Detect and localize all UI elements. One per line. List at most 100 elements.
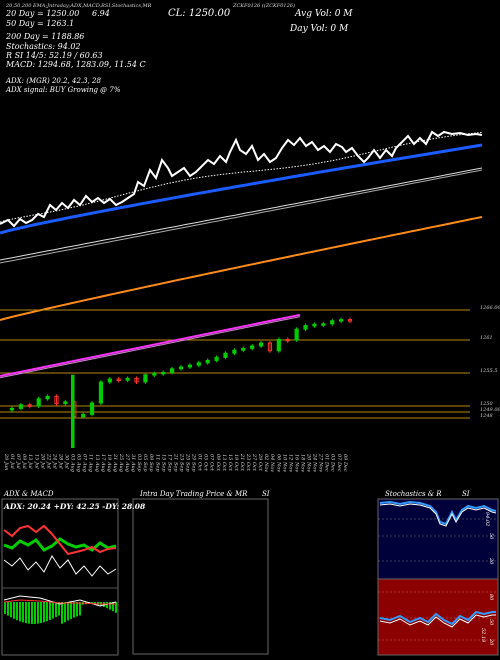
date-label: 25 Aug — [118, 453, 124, 472]
date-label: 19 Aug — [106, 454, 112, 472]
date-label: 01 Dec — [324, 454, 330, 472]
level-label: 1266.00 — [480, 305, 500, 311]
macd-hist-bar — [25, 602, 27, 624]
candle-body — [321, 323, 326, 326]
panel-tick-label: 50 — [488, 533, 494, 540]
level-label: 1250 — [480, 401, 494, 407]
date-label: 12 Nov — [287, 454, 293, 472]
date-label: 02 Nov — [263, 454, 269, 472]
candle-body — [27, 404, 32, 407]
date-label: 04 Nov — [269, 454, 275, 472]
date-label: 29 Sep — [191, 453, 197, 472]
date-label: 15 Sep — [160, 454, 166, 472]
panel-tick-label: 80 — [488, 594, 494, 601]
adx-line — [3, 555, 117, 577]
macd-hist-bar — [76, 602, 78, 617]
trend-line-upper — [0, 313, 301, 377]
macd-hist-bar — [94, 602, 96, 605]
candle-body — [170, 368, 175, 373]
candle-body — [303, 325, 308, 330]
date-label: 17 Aug — [100, 454, 106, 472]
trend-line-lower — [0, 316, 301, 379]
date-label: 23 Sep — [178, 453, 184, 472]
date-label: 11 Sep — [154, 454, 160, 472]
macd-hist-bar — [70, 602, 72, 619]
date-label: 20 Nov — [306, 453, 312, 472]
macd-hist-bar — [28, 602, 30, 624]
macd-hist-bar — [19, 602, 21, 622]
date-label: 21 Oct — [239, 453, 245, 472]
macd-hist-bar — [49, 602, 51, 620]
date-label: 20 Jul — [39, 453, 45, 469]
macd-hist-bar — [7, 602, 9, 616]
candle-big-body — [71, 374, 75, 448]
level-label: 1248 — [480, 413, 493, 419]
stoch-d-line — [379, 503, 497, 527]
macd-hist-bar — [115, 602, 117, 613]
ema200-line — [0, 216, 483, 321]
candle-body — [232, 349, 237, 354]
date-label: 03 Sep — [136, 454, 142, 472]
candle-body — [205, 359, 210, 364]
rsi-panel — [377, 578, 499, 656]
ema200-label: 200 Day = 1188.86 — [6, 32, 85, 41]
date-label: 15 Oct — [227, 454, 233, 472]
candle-body — [143, 374, 148, 383]
candle-body — [161, 371, 166, 375]
day-volume: Day Vol: 0 M — [290, 24, 349, 34]
header-top-left: 20,50,200 EMA;Jntraday;ADX,MACD,RSI,Stoc… — [6, 3, 152, 9]
level-label: 1249.00 — [480, 407, 500, 413]
date-label: 19 Oct — [233, 454, 239, 472]
date-label: 28 Jul — [57, 453, 63, 469]
date-label: 17 Sep — [166, 454, 172, 472]
macd-hist-bar — [79, 602, 81, 616]
macd-hist-bar — [34, 602, 36, 624]
date-label: 30 Jul — [64, 454, 70, 469]
date-label: 07 Oct — [209, 454, 215, 472]
macd-hist-bar — [46, 602, 48, 622]
date-label: 21 Sep — [172, 453, 178, 472]
macd-hist-bar — [16, 602, 18, 621]
macd-signal — [3, 599, 116, 605]
date-label: 05 Oct — [203, 454, 209, 472]
date-label: 01 Oct — [197, 454, 203, 472]
date-label: 07 Jul — [15, 454, 21, 469]
panel-tick-label: 94.02 — [484, 512, 490, 526]
stoch-panel-title: Stochastics & R — [385, 490, 442, 498]
ema20-value: 6.94 — [92, 9, 110, 18]
macd-hist-bar — [61, 602, 63, 624]
stoch-panel — [377, 498, 499, 580]
macd-hist-bar — [13, 602, 15, 619]
panel-tick-label: 50 — [488, 619, 494, 626]
avg-volume: Avg Vol: 0 M — [295, 9, 353, 19]
date-label: 09 Jul — [21, 454, 27, 469]
date-label: 03 Aug — [70, 454, 76, 472]
candle-body — [214, 356, 219, 361]
date-label: 05 Sep — [142, 454, 148, 472]
candle-body — [339, 319, 344, 322]
adx-minus-di — [3, 524, 117, 556]
ema20-label: 20 Day = 1250.00 — [6, 9, 80, 18]
intra-panel-title: Intra Day Trading Price & MR — [140, 490, 248, 498]
candle-body — [276, 338, 281, 352]
date-label: 31 Aug — [130, 454, 136, 472]
candle-body — [267, 342, 273, 352]
stoch-readout: Stochastics: 94.02 — [6, 42, 81, 51]
candle-body — [178, 366, 184, 370]
band-line-lower-b — [0, 167, 483, 261]
adx-readout: ADX: (MGR) 20.2, 42.3, 28 — [6, 77, 101, 85]
macd-line — [3, 595, 117, 607]
candle-body — [134, 377, 139, 383]
macd-hist-bar — [37, 602, 39, 624]
macd-hist-bar — [22, 602, 24, 623]
date-label: 13 Oct — [221, 454, 227, 472]
band-line-lower-a — [0, 169, 483, 264]
ema50-line — [0, 143, 483, 235]
candle-body — [36, 398, 41, 407]
date-label: 29 Jun — [3, 453, 9, 470]
date-label: 09 Sep — [148, 454, 154, 472]
candle-body — [107, 378, 112, 383]
candle-body — [54, 395, 59, 405]
macd-hist-bar — [112, 602, 114, 612]
